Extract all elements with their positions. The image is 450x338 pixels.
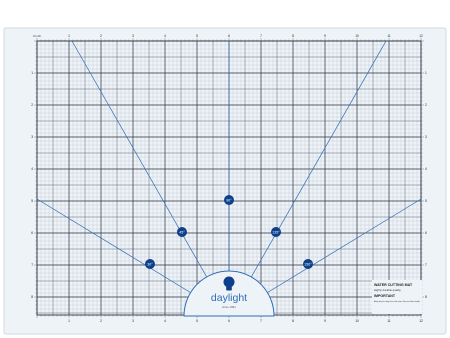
scale-number: 9 xyxy=(324,319,326,323)
scale-number: 9 xyxy=(324,34,326,38)
scale-number: 5 xyxy=(196,34,198,38)
scale-number: 8 xyxy=(31,295,33,299)
scale-number: 6 xyxy=(425,231,427,235)
scale-number: 1 xyxy=(425,71,427,75)
scale-number: 6 xyxy=(228,319,230,323)
scale-number: 7 xyxy=(31,263,33,267)
scale-number: 4 xyxy=(164,319,166,323)
scale-number: 3 xyxy=(31,135,33,139)
info-subtitle: Highly durable quality xyxy=(374,288,401,292)
scale-number: 2 xyxy=(425,103,427,107)
angle-marker-45: 45° xyxy=(177,227,187,237)
corner-label: 0 inch xyxy=(33,34,41,38)
ruler-scales: 1 2 3 4 5 6 7 8 9 10 11 121 2 3 4 5 6 7 8 9 10 11 121 12 23 34 45 5… xyxy=(31,34,427,323)
scale-number: 1 xyxy=(68,319,70,323)
scale-number: 4 xyxy=(425,167,427,171)
angle-marker-label: 135° xyxy=(272,231,280,235)
scale-number: 1 xyxy=(68,34,70,38)
scale-number: 4 xyxy=(164,34,166,38)
scale-number: 10 xyxy=(355,319,359,323)
angle-marker-30: 30° xyxy=(145,259,155,269)
brand-tagline: since 1991 xyxy=(222,305,236,309)
scale-number: 6 xyxy=(228,34,230,38)
scale-number: 11 xyxy=(387,34,391,38)
scale-number: 5 xyxy=(31,199,33,203)
angle-marker-150: 150° xyxy=(303,259,313,269)
scale-number: 8 xyxy=(425,295,427,299)
scale-number: 6 xyxy=(31,231,33,235)
angle-marker-label: 90° xyxy=(226,199,232,203)
scale-number: 4 xyxy=(31,167,33,171)
info-panel: WATER CUTTING MAT Highly durable quality… xyxy=(372,280,422,314)
angle-marker-label: 30° xyxy=(147,263,153,267)
scale-number: 5 xyxy=(196,319,198,323)
scale-number: 8 xyxy=(292,319,294,323)
scale-number: 8 xyxy=(292,34,294,38)
scale-number: 3 xyxy=(132,319,134,323)
scale-number: 7 xyxy=(260,34,262,38)
angle-marker-90: 90° xyxy=(224,195,234,205)
scale-number: 2 xyxy=(31,103,33,107)
angle-marker-label: 45° xyxy=(179,231,185,235)
info-note: Always keep the cutting mat on a flat su… xyxy=(374,300,420,303)
info-important: IMPORTANT xyxy=(374,294,396,298)
scale-number: 3 xyxy=(132,34,134,38)
lightbulb-icon xyxy=(223,276,235,291)
scale-number: 7 xyxy=(425,263,427,267)
angle-guide-line xyxy=(71,40,230,317)
scale-number: 12 xyxy=(419,34,423,38)
angle-marker-135: 135° xyxy=(271,227,281,237)
scale-number: 12 xyxy=(419,319,423,323)
angle-marker-label: 150° xyxy=(304,263,312,267)
scale-number: 10 xyxy=(355,34,359,38)
scale-number: 1 xyxy=(31,71,33,75)
logo-semicircle xyxy=(183,270,275,317)
scale-number: 11 xyxy=(387,319,391,323)
scale-number: 7 xyxy=(260,319,262,323)
scale-number: 3 xyxy=(425,135,427,139)
scale-number: 2 xyxy=(100,34,102,38)
angle-guide-line xyxy=(228,40,387,317)
scale-number: 2 xyxy=(100,319,102,323)
brand-logo: daylight xyxy=(211,292,247,304)
scale-number: 5 xyxy=(425,199,427,203)
info-title: WATER CUTTING MAT xyxy=(374,283,413,287)
